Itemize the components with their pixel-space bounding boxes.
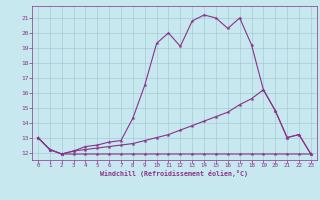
X-axis label: Windchill (Refroidissement éolien,°C): Windchill (Refroidissement éolien,°C) (100, 170, 248, 177)
